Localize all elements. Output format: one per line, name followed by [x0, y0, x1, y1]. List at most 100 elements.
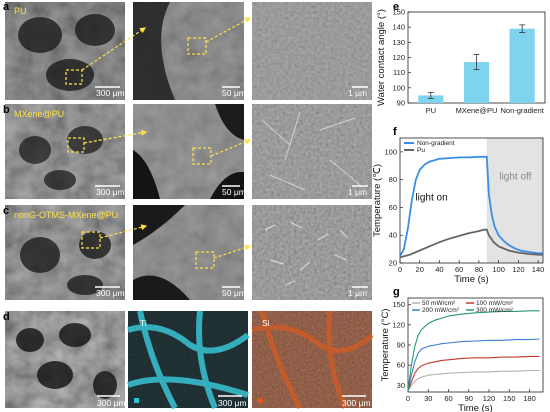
scale-label-a2: 50 μm: [222, 88, 246, 98]
ytick-label-g-1: 60: [397, 361, 405, 370]
ytick-label-e-2: 110: [393, 68, 405, 77]
ytick-label-f-4: 100: [384, 147, 397, 156]
scale-label-b3: 1 μm: [348, 187, 367, 197]
xtick-label-f-1: 20: [416, 265, 424, 274]
series-line-g-3: [407, 310, 540, 391]
annotation-light-off: light off: [499, 172, 531, 183]
series-line-g-0: [407, 369, 540, 391]
ytick-label-f-1: 40: [389, 231, 397, 240]
xtick-label-g-6: 180: [523, 394, 536, 403]
xtick-label-g-0: 0: [406, 394, 410, 403]
xtick-label-f-5: 100: [492, 265, 505, 274]
zoom-arrow-a1: [81, 27, 146, 71]
panel-letter-g: g: [393, 286, 400, 298]
panel-letter-c: c: [3, 205, 9, 217]
xtick-label-f-3: 60: [455, 265, 463, 274]
zoom-box-c2: [195, 251, 215, 269]
xtick-label-e-1: MXene@PU: [456, 106, 498, 115]
scale-label-b2: 50 μm: [222, 187, 246, 197]
panel-letter-b: b: [3, 104, 10, 116]
scale-label-a1: 300 μm: [96, 88, 125, 98]
zoom-arrow-b2: [210, 139, 252, 157]
scale-label-d2: 300 μm: [218, 398, 247, 408]
ti-color-swatch: [134, 398, 139, 403]
ytick-label-g-2: 90: [397, 341, 405, 350]
zoom-box-a2: [187, 37, 207, 55]
eds-row-d: d Ti Si 300 μm 300 μm 300 μm: [3, 310, 374, 410]
panel-letter-d: d: [3, 311, 10, 323]
ytick-label-g-0: 30: [397, 381, 405, 390]
ytick-label-e-3: 120: [392, 53, 405, 62]
ytick-label-g-4: 150: [392, 300, 405, 309]
series-line-f-0: [399, 155, 543, 257]
xtick-label-f-0: 0: [398, 265, 402, 274]
ylabel-e: Water contact angle (°): [376, 9, 387, 106]
legend-label-f-1: Pu: [417, 147, 425, 154]
xlabel-f: Time (s): [454, 274, 488, 285]
scale-label-c1: 300 μm: [96, 288, 125, 298]
sem-row-a: a PU 300 μm 50 μm 1 μm: [3, 1, 372, 100]
ylabel-f: Temperature (℃): [372, 164, 383, 237]
xtick-label-g-4: 120: [483, 394, 496, 403]
ytick-label-f-3: 80: [389, 175, 397, 184]
zoom-box-c1: [81, 231, 101, 249]
legend-label-f-0: Non-gradient: [417, 140, 455, 147]
plot-frame-f: [399, 137, 544, 264]
scale-label-c2: 50 μm: [222, 288, 246, 298]
legend-label-g-1: 100 mW/cm²: [476, 300, 514, 307]
zoom-arrow-c2: [213, 244, 252, 259]
ytick-label-e-4: 130: [392, 38, 405, 47]
xtick-label-g-5: 150: [503, 394, 516, 403]
ytick-label-e-1: 100: [392, 83, 405, 92]
legend-label-g-3: 300 mW/cm²: [476, 307, 514, 314]
ytick-label-e-6: 150: [392, 8, 405, 17]
xtick-label-f-7: 140: [532, 265, 545, 274]
label-pu: PU: [14, 6, 27, 16]
xlabel-g: Time (s): [458, 403, 492, 412]
annotation-light-on: light on: [415, 193, 447, 204]
scale-label-b1: 300 μm: [96, 187, 125, 197]
series-line-g-2: [407, 338, 540, 391]
light-off-region-f: [486, 138, 543, 263]
zoom-box-a1: [65, 69, 83, 85]
panel-letter-e: e: [393, 1, 399, 13]
sem-row-b: b MXene@PU 300 μm 50 μm 1 μm: [3, 104, 372, 199]
series-line-g-1: [407, 355, 540, 391]
xtick-label-g-3: 90: [465, 394, 473, 403]
label-si: Si: [262, 318, 270, 328]
zoom-arrow-c1: [99, 224, 148, 239]
xtick-label-e-0: PU: [426, 106, 436, 115]
ytick-label-g-3: 120: [392, 320, 405, 329]
xtick-label-g-2: 60: [444, 394, 452, 403]
label-ti: Ti: [140, 318, 147, 328]
xtick-label-e-2: Non-gradient: [500, 106, 544, 115]
panel-letter-f: f: [393, 126, 397, 138]
sem-row-c: c nonG-OTMS-MXene@PU 300 μm 50 μm 1 μm: [3, 205, 372, 300]
ytick-label-e-5: 140: [392, 23, 405, 32]
xtick-label-g-1: 30: [424, 394, 432, 403]
si-color-swatch: [258, 398, 263, 403]
bar-e-0: [418, 95, 444, 103]
label-mxene-pu: MXene@PU: [14, 109, 64, 119]
scale-label-d1: 300 μm: [97, 398, 126, 408]
legend-label-g-0: 50 mW/cm²: [422, 300, 456, 307]
zoom-arrow-a2: [205, 17, 252, 43]
scale-label-a3: 1 μm: [348, 88, 367, 98]
label-nong-otms: nonG-OTMS-MXene@PU: [14, 210, 118, 220]
ytick-label-f-0: 20: [389, 259, 397, 268]
zoom-box-b1: [67, 137, 85, 153]
ylabel-g: Temperature (°C): [380, 309, 391, 382]
scale-label-c3: 1 μm: [348, 288, 367, 298]
ytick-label-e-0: 90: [397, 99, 405, 108]
bar-e-2: [509, 28, 535, 103]
zoom-arrow-b1: [83, 129, 148, 144]
legend-label-g-2: 200 mW/cm²: [422, 307, 460, 314]
xtick-label-f-6: 120: [512, 265, 525, 274]
ytick-label-f-2: 60: [389, 203, 397, 212]
series-line-f-1: [399, 228, 543, 259]
panel-letter-a: a: [3, 1, 10, 13]
scale-label-d3: 300 μm: [342, 398, 371, 408]
